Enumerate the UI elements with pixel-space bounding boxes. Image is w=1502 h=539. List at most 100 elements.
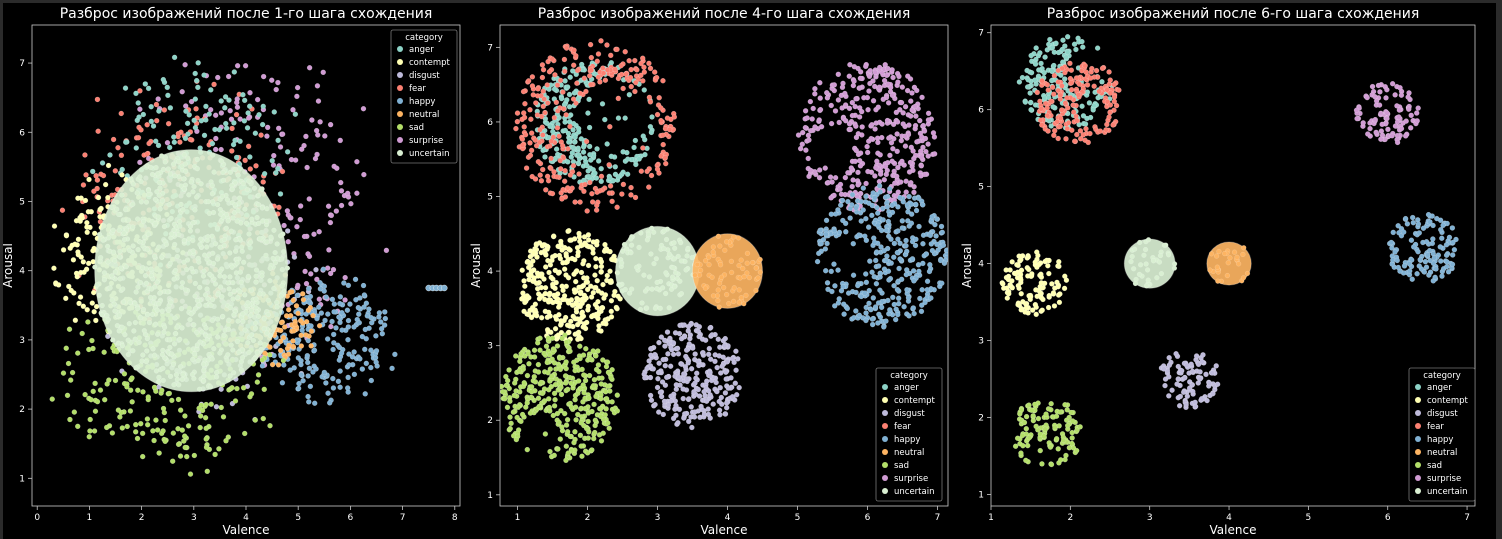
data-point — [181, 237, 187, 244]
data-point — [549, 281, 556, 288]
data-point — [223, 438, 229, 444]
data-point — [702, 285, 709, 291]
data-point — [125, 217, 132, 223]
data-point — [572, 367, 578, 374]
data-point — [602, 292, 609, 298]
data-point — [718, 274, 725, 280]
data-point — [230, 347, 236, 353]
data-point — [160, 405, 167, 412]
data-point — [110, 227, 116, 233]
y-tick-label: 7 — [978, 29, 984, 39]
data-point — [603, 363, 610, 370]
data-point — [864, 143, 870, 150]
data-point — [521, 278, 527, 284]
data-point — [189, 371, 196, 378]
data-point — [228, 342, 234, 348]
data-point — [649, 114, 655, 120]
data-point — [590, 239, 597, 245]
data-point — [519, 411, 526, 418]
data-point — [137, 159, 143, 166]
data-point — [243, 220, 249, 226]
data-point — [876, 64, 883, 71]
y-tick-label: 2 — [487, 416, 493, 426]
data-point — [115, 145, 121, 151]
data-point — [565, 450, 571, 456]
data-point — [652, 351, 658, 358]
data-point — [247, 90, 253, 96]
data-point — [221, 236, 228, 243]
data-point — [875, 263, 882, 269]
data-point — [328, 212, 335, 219]
data-point — [300, 291, 306, 297]
data-point — [619, 191, 625, 197]
data-point — [188, 98, 195, 105]
data-point — [229, 264, 235, 270]
data-point — [227, 373, 233, 379]
data-point — [729, 355, 736, 362]
data-point — [233, 248, 239, 254]
data-point — [656, 339, 662, 346]
data-point — [165, 120, 172, 127]
data-point — [251, 185, 258, 191]
data-point — [849, 183, 855, 190]
data-point — [691, 389, 697, 395]
data-point — [143, 199, 150, 205]
data-point — [188, 179, 194, 185]
data-point — [271, 227, 277, 233]
data-point — [531, 347, 538, 353]
data-point — [156, 244, 162, 250]
legend-label: contempt — [409, 58, 450, 68]
data-point — [755, 275, 761, 281]
data-point — [162, 159, 168, 165]
data-point — [223, 125, 230, 131]
data-point — [201, 367, 207, 373]
data-point — [941, 260, 948, 266]
data-point — [674, 345, 681, 352]
data-point — [160, 365, 166, 371]
data-point — [838, 202, 844, 208]
data-point — [335, 378, 342, 385]
data-point — [607, 388, 613, 394]
data-point — [235, 318, 241, 324]
data-point — [570, 302, 576, 308]
data-point — [316, 304, 322, 310]
data-point — [736, 299, 742, 305]
data-point — [598, 413, 604, 420]
data-point — [939, 229, 946, 236]
data-point — [906, 169, 913, 175]
data-point — [152, 196, 158, 202]
data-point — [119, 192, 125, 198]
data-point — [648, 129, 655, 136]
data-point — [94, 398, 101, 405]
data-point — [655, 376, 661, 382]
data-point — [849, 99, 856, 106]
data-point — [629, 242, 635, 248]
data-point — [920, 260, 926, 267]
data-point — [552, 381, 559, 388]
data-point — [596, 323, 602, 329]
data-point — [334, 165, 340, 171]
legend-label: anger — [409, 45, 434, 55]
data-point — [182, 287, 189, 293]
data-point — [584, 208, 590, 214]
data-point — [654, 286, 660, 292]
data-point — [652, 305, 659, 311]
data-point — [142, 81, 148, 87]
data-point — [552, 326, 559, 332]
data-point — [126, 247, 133, 254]
data-point — [539, 243, 546, 249]
data-point — [259, 273, 265, 279]
data-point — [920, 241, 926, 247]
data-point — [707, 356, 714, 362]
data-point — [885, 81, 891, 87]
data-point — [300, 297, 307, 303]
data-point — [927, 262, 933, 268]
data-point — [60, 247, 67, 253]
data-point — [180, 371, 186, 378]
data-point — [517, 389, 523, 395]
data-point — [703, 398, 710, 404]
data-point — [903, 237, 909, 244]
data-point — [181, 259, 187, 265]
data-point — [527, 152, 534, 159]
data-point — [874, 158, 880, 164]
